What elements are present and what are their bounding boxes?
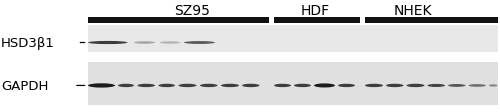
Ellipse shape (88, 42, 128, 45)
Bar (88, 63, 498, 105)
Bar (365, 18, 498, 24)
Ellipse shape (386, 84, 404, 87)
Ellipse shape (178, 84, 196, 87)
Bar (88, 18, 269, 24)
Ellipse shape (406, 84, 424, 87)
Text: NHEK: NHEK (393, 4, 432, 18)
Ellipse shape (221, 84, 239, 87)
Text: HDF: HDF (300, 4, 330, 18)
Ellipse shape (338, 84, 355, 87)
Ellipse shape (88, 84, 115, 88)
Ellipse shape (134, 42, 155, 44)
Ellipse shape (138, 84, 155, 87)
Ellipse shape (314, 84, 335, 88)
Bar (88, 26, 498, 53)
Ellipse shape (428, 84, 445, 87)
Ellipse shape (118, 84, 134, 87)
Bar (274, 18, 360, 24)
Text: GAPDH: GAPDH (1, 79, 48, 92)
Ellipse shape (184, 42, 215, 45)
Ellipse shape (274, 84, 291, 87)
Ellipse shape (160, 42, 180, 44)
Ellipse shape (294, 84, 311, 87)
Ellipse shape (158, 84, 175, 87)
Ellipse shape (242, 84, 260, 87)
Ellipse shape (489, 85, 498, 87)
Text: HSD3β1: HSD3β1 (1, 37, 55, 50)
Ellipse shape (448, 84, 466, 87)
Ellipse shape (468, 84, 486, 87)
Ellipse shape (200, 84, 218, 87)
Text: SZ95: SZ95 (174, 4, 210, 18)
Ellipse shape (365, 84, 383, 87)
